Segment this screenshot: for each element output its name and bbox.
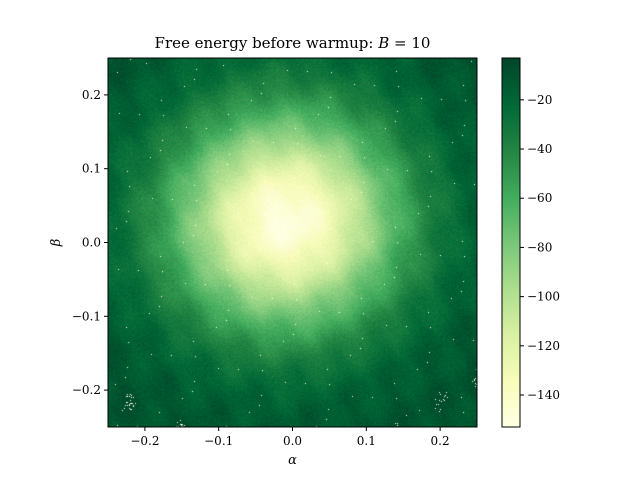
colorbar-tick-label: −40 bbox=[527, 142, 552, 156]
heatmap-group bbox=[108, 58, 477, 427]
x-tick-label: −0.1 bbox=[204, 434, 233, 448]
title-prefix: Free energy before warmup: bbox=[155, 34, 379, 52]
x-tick-label: −0.2 bbox=[130, 434, 159, 448]
y-axis: −0.2 −0.1 0.0 0.1 0.2 bbox=[72, 88, 108, 397]
title-variable: B bbox=[377, 34, 389, 52]
y-tick-label: 0.1 bbox=[82, 162, 101, 176]
colorbar bbox=[501, 57, 521, 428]
y-tick-label: 0.0 bbox=[82, 236, 101, 250]
x-tick-label: 0.1 bbox=[357, 434, 376, 448]
colorbar-tick-label: −120 bbox=[527, 339, 560, 353]
colorbar-tick-label: −60 bbox=[527, 191, 552, 205]
colorbar-tick-label: −100 bbox=[527, 290, 560, 304]
x-tick-label: 0.2 bbox=[431, 434, 450, 448]
y-tick-label: −0.2 bbox=[72, 383, 101, 397]
colorbar-axis: −20 −40 −60 −80 −100 −120 −140 bbox=[520, 93, 560, 402]
y-tick-label: 0.2 bbox=[82, 88, 101, 102]
x-axis-label: α bbox=[288, 453, 297, 468]
x-axis: −0.2 −0.1 0.0 0.1 0.2 bbox=[130, 427, 450, 448]
heatmap-image bbox=[108, 58, 477, 427]
chart-title: Free energy before warmup: B = 10 bbox=[155, 34, 431, 52]
y-axis-label: β bbox=[49, 239, 64, 248]
colorbar-tick-label: −140 bbox=[527, 388, 560, 402]
x-tick-label: 0.0 bbox=[283, 434, 302, 448]
y-tick-label: −0.1 bbox=[72, 309, 101, 323]
colorbar-tick-label: −20 bbox=[527, 93, 552, 107]
title-suffix: = 10 bbox=[389, 34, 430, 52]
colorbar-tick-label: −80 bbox=[527, 240, 552, 254]
